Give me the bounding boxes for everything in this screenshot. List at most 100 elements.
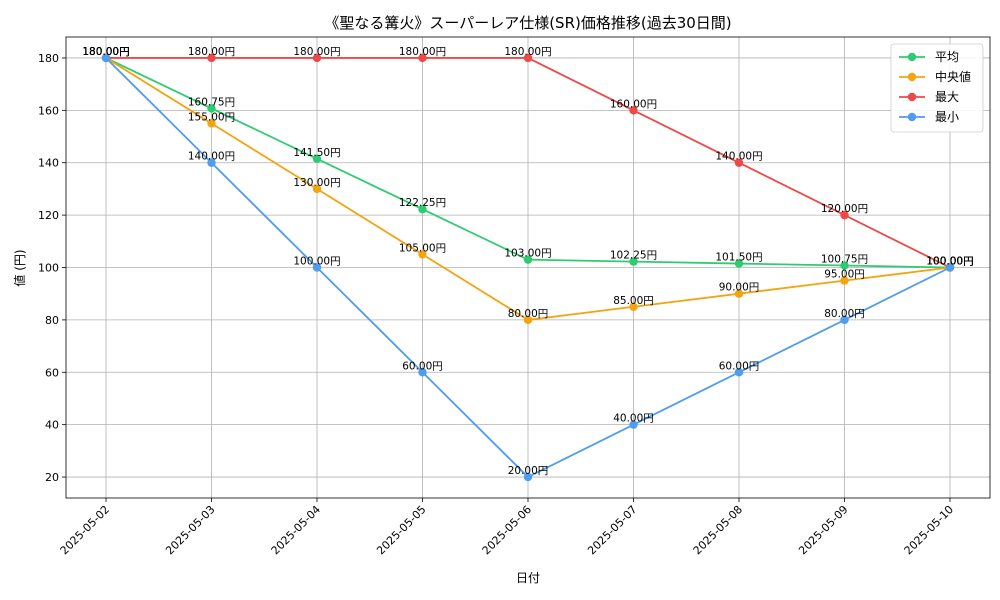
data-point bbox=[312, 53, 322, 63]
y-tick-label: 80 bbox=[45, 314, 59, 327]
legend-item: 最大 bbox=[899, 90, 959, 104]
data-label: 180.00円 bbox=[188, 46, 235, 58]
data-point bbox=[523, 315, 533, 325]
legend-box bbox=[890, 43, 984, 133]
data-label: 122.25円 bbox=[399, 197, 446, 209]
x-tick-label: 2025-05-08 bbox=[691, 503, 745, 557]
legend-item: 平均 bbox=[899, 50, 959, 64]
legend-label: 最大 bbox=[935, 90, 959, 104]
chart-title: 《聖なる篝火》スーパーレア仕様(SR)価格推移(過去30日間) bbox=[324, 14, 731, 32]
data-label: 100.00円 bbox=[293, 256, 340, 268]
data-point bbox=[840, 315, 849, 325]
data-label: 141.50円 bbox=[293, 147, 340, 159]
data-label: 130.00円 bbox=[293, 177, 340, 189]
data-label: 60.00円 bbox=[402, 360, 443, 372]
data-label: 40.00円 bbox=[613, 413, 654, 425]
legend-marker bbox=[907, 52, 917, 62]
data-label: 140.00円 bbox=[715, 151, 762, 163]
legend-label: 中央値 bbox=[935, 69, 971, 84]
data-label: 140.00円 bbox=[188, 151, 235, 163]
data-point bbox=[418, 368, 427, 377]
legend-marker bbox=[907, 112, 917, 122]
data-point bbox=[207, 104, 216, 113]
data-point bbox=[523, 472, 533, 482]
data-label: 180.00円 bbox=[399, 46, 446, 58]
x-tick-label: 2025-05-10 bbox=[902, 503, 956, 557]
data-point bbox=[523, 53, 533, 63]
y-tick-label: 40 bbox=[45, 419, 59, 432]
data-point bbox=[101, 53, 111, 63]
data-point bbox=[629, 106, 638, 115]
data-label: 120.00円 bbox=[821, 203, 868, 215]
legend-marker bbox=[907, 92, 917, 102]
y-tick-label: 140 bbox=[38, 157, 59, 170]
x-tick-label: 2025-05-09 bbox=[796, 503, 850, 557]
data-point bbox=[840, 261, 849, 270]
data-point bbox=[734, 259, 744, 268]
data-point bbox=[418, 205, 427, 214]
data-label: 180.00円 bbox=[82, 46, 129, 58]
x-tick-label: 2025-05-04 bbox=[269, 503, 323, 557]
data-label: 80.00円 bbox=[824, 308, 865, 320]
y-tick-label: 160 bbox=[38, 104, 59, 117]
data-label: 100.75円 bbox=[821, 254, 868, 266]
data-label: 100.00円 bbox=[926, 256, 973, 268]
data-point bbox=[312, 154, 322, 163]
data-label: 100.00円 bbox=[926, 256, 973, 268]
data-labels: 180.00円 160.75円 141.50円 122.25円 103.00円 102.2… bbox=[82, 46, 973, 477]
data-point bbox=[840, 210, 849, 220]
data-point bbox=[207, 158, 216, 167]
x-tick-label: 2025-05-03 bbox=[163, 503, 217, 557]
data-point bbox=[734, 289, 744, 298]
data-point bbox=[418, 250, 427, 259]
y-axis-label: 値 (円) bbox=[12, 249, 27, 286]
data-point bbox=[734, 368, 744, 377]
data-label: 20.00円 bbox=[508, 465, 549, 477]
data-point bbox=[734, 158, 744, 167]
data-label: 180.00円 bbox=[293, 46, 340, 58]
data-label: 105.00円 bbox=[399, 242, 446, 254]
data-point bbox=[418, 53, 427, 63]
data-label: 100.00円 bbox=[926, 256, 973, 268]
data-point bbox=[207, 119, 216, 128]
y-tick-label: 100 bbox=[38, 262, 59, 275]
x-tick-label: 2025-05-02 bbox=[58, 503, 112, 557]
legend-label: 最小 bbox=[935, 110, 959, 124]
data-point bbox=[629, 257, 638, 266]
data-label: 180.00円 bbox=[82, 46, 129, 58]
data-label: 180.00円 bbox=[504, 46, 551, 58]
data-label: 160.75円 bbox=[188, 96, 235, 108]
data-point bbox=[629, 302, 638, 311]
data-point bbox=[945, 263, 955, 272]
y-tick-label: 120 bbox=[38, 209, 59, 222]
data-label: 160.00円 bbox=[610, 98, 657, 110]
data-point bbox=[840, 276, 849, 285]
data-label: 180.00円 bbox=[82, 46, 129, 58]
y-tick-label: 60 bbox=[45, 366, 59, 379]
x-axis-label: 日付 bbox=[516, 571, 540, 585]
y-tick-label: 20 bbox=[45, 471, 59, 484]
data-point bbox=[629, 420, 638, 429]
legend-item: 中央値 bbox=[899, 69, 971, 84]
data-point bbox=[207, 53, 216, 63]
data-label: 90.00円 bbox=[719, 282, 760, 294]
data-label: 103.00円 bbox=[504, 248, 551, 260]
series-3 bbox=[101, 53, 955, 482]
data-point bbox=[312, 184, 322, 194]
legend-marker bbox=[907, 72, 917, 82]
legend-item: 最小 bbox=[899, 110, 959, 124]
legend-label: 平均 bbox=[935, 50, 959, 64]
data-label: 100.00円 bbox=[926, 256, 973, 268]
data-label: 102.25円 bbox=[610, 250, 657, 262]
data-label: 60.00円 bbox=[719, 360, 760, 372]
series-0 bbox=[101, 53, 955, 272]
x-tick-label: 2025-05-07 bbox=[585, 503, 639, 557]
data-point bbox=[523, 255, 533, 264]
data-label: 155.00円 bbox=[188, 111, 235, 123]
data-label: 80.00円 bbox=[508, 308, 549, 320]
series-layer bbox=[101, 53, 955, 482]
y-tick-label: 180 bbox=[38, 52, 59, 65]
